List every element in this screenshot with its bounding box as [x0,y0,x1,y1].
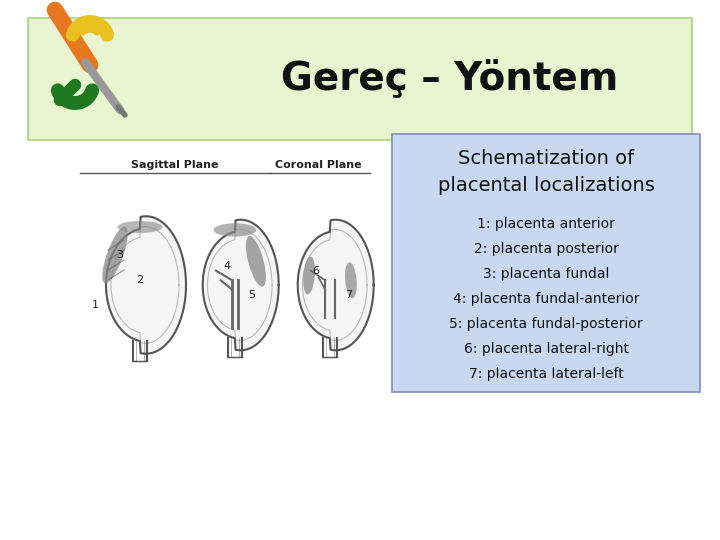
Text: 2: 2 [136,275,143,285]
Text: 3: placenta fundal: 3: placenta fundal [483,267,609,281]
Ellipse shape [246,236,266,287]
Text: 1: 1 [91,300,99,310]
Ellipse shape [345,262,357,298]
Text: 1: placenta anterior: 1: placenta anterior [477,217,615,231]
FancyBboxPatch shape [28,18,692,140]
Ellipse shape [214,223,256,237]
Text: 7: placenta lateral-left: 7: placenta lateral-left [469,367,624,381]
Text: 6: placenta lateral-right: 6: placenta lateral-right [464,342,629,356]
Text: 5: 5 [248,289,256,300]
Text: Coronal Plane: Coronal Plane [275,160,361,170]
Text: Gereç – Yöntem: Gereç – Yöntem [282,59,618,98]
Text: 2: placenta posterior: 2: placenta posterior [474,242,618,256]
Text: 4: 4 [224,261,231,271]
Polygon shape [297,220,374,350]
Text: 4: placenta fundal-anterior: 4: placenta fundal-anterior [453,292,639,306]
Text: Schematization of
placental localizations: Schematization of placental localization… [438,149,654,195]
Text: 7: 7 [346,289,353,300]
Text: 6: 6 [312,266,319,276]
Text: 5: placenta fundal-posterior: 5: placenta fundal-posterior [449,317,643,331]
Ellipse shape [102,227,127,284]
Ellipse shape [303,256,315,294]
Ellipse shape [117,221,163,233]
Polygon shape [203,220,279,350]
Polygon shape [106,216,186,354]
FancyBboxPatch shape [392,134,700,392]
Text: Sagittal Plane: Sagittal Plane [131,160,219,170]
Text: 3: 3 [117,250,124,260]
